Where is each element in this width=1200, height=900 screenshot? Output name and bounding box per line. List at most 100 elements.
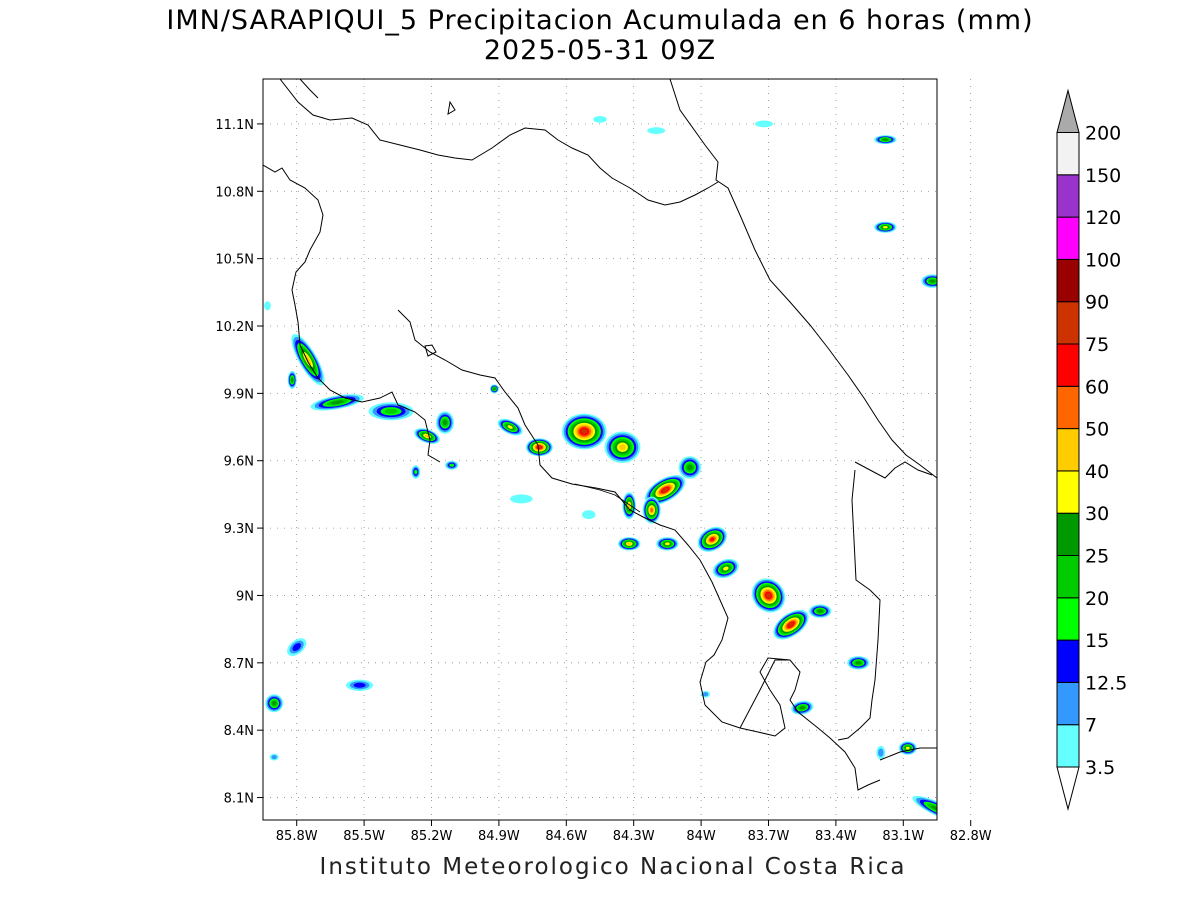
precip-contour [878, 748, 884, 757]
precip-contour [905, 746, 910, 750]
x-tick-label: 85.5W [343, 829, 385, 844]
x-tick-label: 82.8W [950, 829, 992, 844]
colorbar-label: 25 [1085, 546, 1109, 568]
precip-contour [449, 463, 455, 467]
precip-contour [492, 387, 496, 391]
colorbar-label: 120 [1085, 207, 1121, 229]
colorbar-segment [1056, 555, 1080, 599]
panama-border [739, 461, 933, 729]
colorbar-under-triangle [1056, 766, 1080, 811]
precip-contour [882, 226, 888, 229]
precip-cell [604, 431, 641, 463]
y-tick-label: 8.4N [224, 724, 254, 739]
precip-contour [627, 542, 632, 546]
precip-cell [291, 334, 325, 386]
colorbar-segment [1056, 301, 1080, 345]
colorbar-label: 60 [1085, 376, 1109, 398]
precip-cell [656, 537, 679, 551]
precip-contour [665, 542, 670, 546]
precip-contour [650, 507, 654, 513]
bocas-coast [837, 469, 937, 761]
y-tick-label: 9.9N [224, 387, 254, 402]
precip-cell [368, 402, 414, 421]
y-tick-label: 8.7N [224, 657, 254, 672]
precip-cell [751, 578, 786, 613]
y-tick-label: 10.2N [215, 320, 254, 335]
colorbar-label: 50 [1085, 419, 1109, 441]
colorbar-segment [1056, 174, 1080, 218]
nicaragua-border [279, 79, 719, 206]
y-axis-ticks: 11.1N 10.8N 10.5N 10.2N 9.9N 9.6N 9.3N 9N 8.7N 8.… [215, 118, 263, 807]
map-title: IMN/SARAPIQUI_5 Precipitacion Acumulada … [166, 5, 1034, 36]
precip-contour [271, 755, 277, 760]
lake-nicaragua-shore [299, 79, 319, 99]
precip-contour [766, 593, 771, 598]
plot-frame [262, 78, 938, 821]
colorbar-segment [1056, 512, 1080, 557]
precip-cell [593, 116, 607, 123]
precip-cell [411, 465, 421, 479]
precip-contour [723, 566, 729, 571]
x-tick-label: 84.3W [613, 829, 655, 844]
colorbar-label: 15 [1085, 630, 1109, 652]
x-tick-label: 83.4W [815, 829, 857, 844]
colorbar-label: 7 [1085, 715, 1097, 737]
precip-contour [414, 469, 418, 475]
precip-cell [876, 745, 886, 760]
precip-cell [712, 558, 739, 579]
precip-cell [791, 700, 814, 715]
precip-cell [510, 494, 533, 504]
precip-cell [622, 492, 636, 520]
precip-contour [882, 138, 889, 141]
pacific-coastline [263, 164, 441, 463]
precip-contour [702, 692, 709, 697]
precip-cell [647, 127, 666, 135]
precip-contour [582, 510, 596, 520]
precip-contour [710, 537, 715, 542]
precip-contour [507, 425, 513, 429]
colorbar-label: 100 [1085, 249, 1121, 271]
coastlines [263, 79, 937, 791]
precip-contour [581, 429, 588, 435]
x-axis-ticks: 85.8W 85.5W 85.2W 84.9W 84.6W 84.3W 84W 83.7W 83… [276, 820, 992, 844]
precip-contour [855, 661, 862, 665]
nicoya-gulf-coast [397, 309, 881, 791]
colorbar-segment [1056, 385, 1080, 430]
precip-cell [874, 221, 897, 233]
colorbar-label: 75 [1085, 334, 1109, 356]
precip-contour [799, 706, 805, 710]
colorbar-segment [1056, 597, 1080, 641]
colorbar-segment [1056, 470, 1080, 514]
x-tick-label: 85.8W [276, 829, 318, 844]
footer-credit: Instituto Meteorologico Nacional Costa R… [319, 854, 907, 880]
x-tick-label: 83.7W [748, 829, 790, 844]
precip-cell [755, 120, 773, 128]
precip-contour [510, 494, 533, 504]
precip-contour [290, 377, 294, 383]
colorbar-label: 150 [1085, 165, 1121, 187]
y-tick-label: 9.6N [224, 455, 254, 470]
precip-contour [817, 609, 823, 613]
precip-cell [269, 753, 279, 761]
precip-cell [264, 301, 271, 311]
caribbean-coastline [669, 79, 937, 479]
precip-contour [687, 464, 693, 471]
colorbar-segment [1056, 258, 1080, 303]
precip-cell [497, 418, 523, 436]
y-tick-label: 9.3N [224, 522, 254, 537]
precip-cell [874, 135, 897, 145]
y-tick-label: 10.5N [215, 253, 254, 268]
colorbar-label: 3.5 [1085, 757, 1115, 779]
interior-border-line [574, 483, 641, 513]
precip-contour [593, 116, 607, 123]
precip-contour [264, 301, 271, 311]
precip-cell [444, 460, 459, 470]
precip-contour [929, 279, 936, 283]
precip-cell [582, 510, 596, 520]
precipitation-field [264, 116, 937, 820]
precip-contour [662, 487, 668, 492]
colorbar-segment [1056, 681, 1080, 726]
precip-contour [292, 643, 301, 652]
island-outline [447, 100, 456, 115]
